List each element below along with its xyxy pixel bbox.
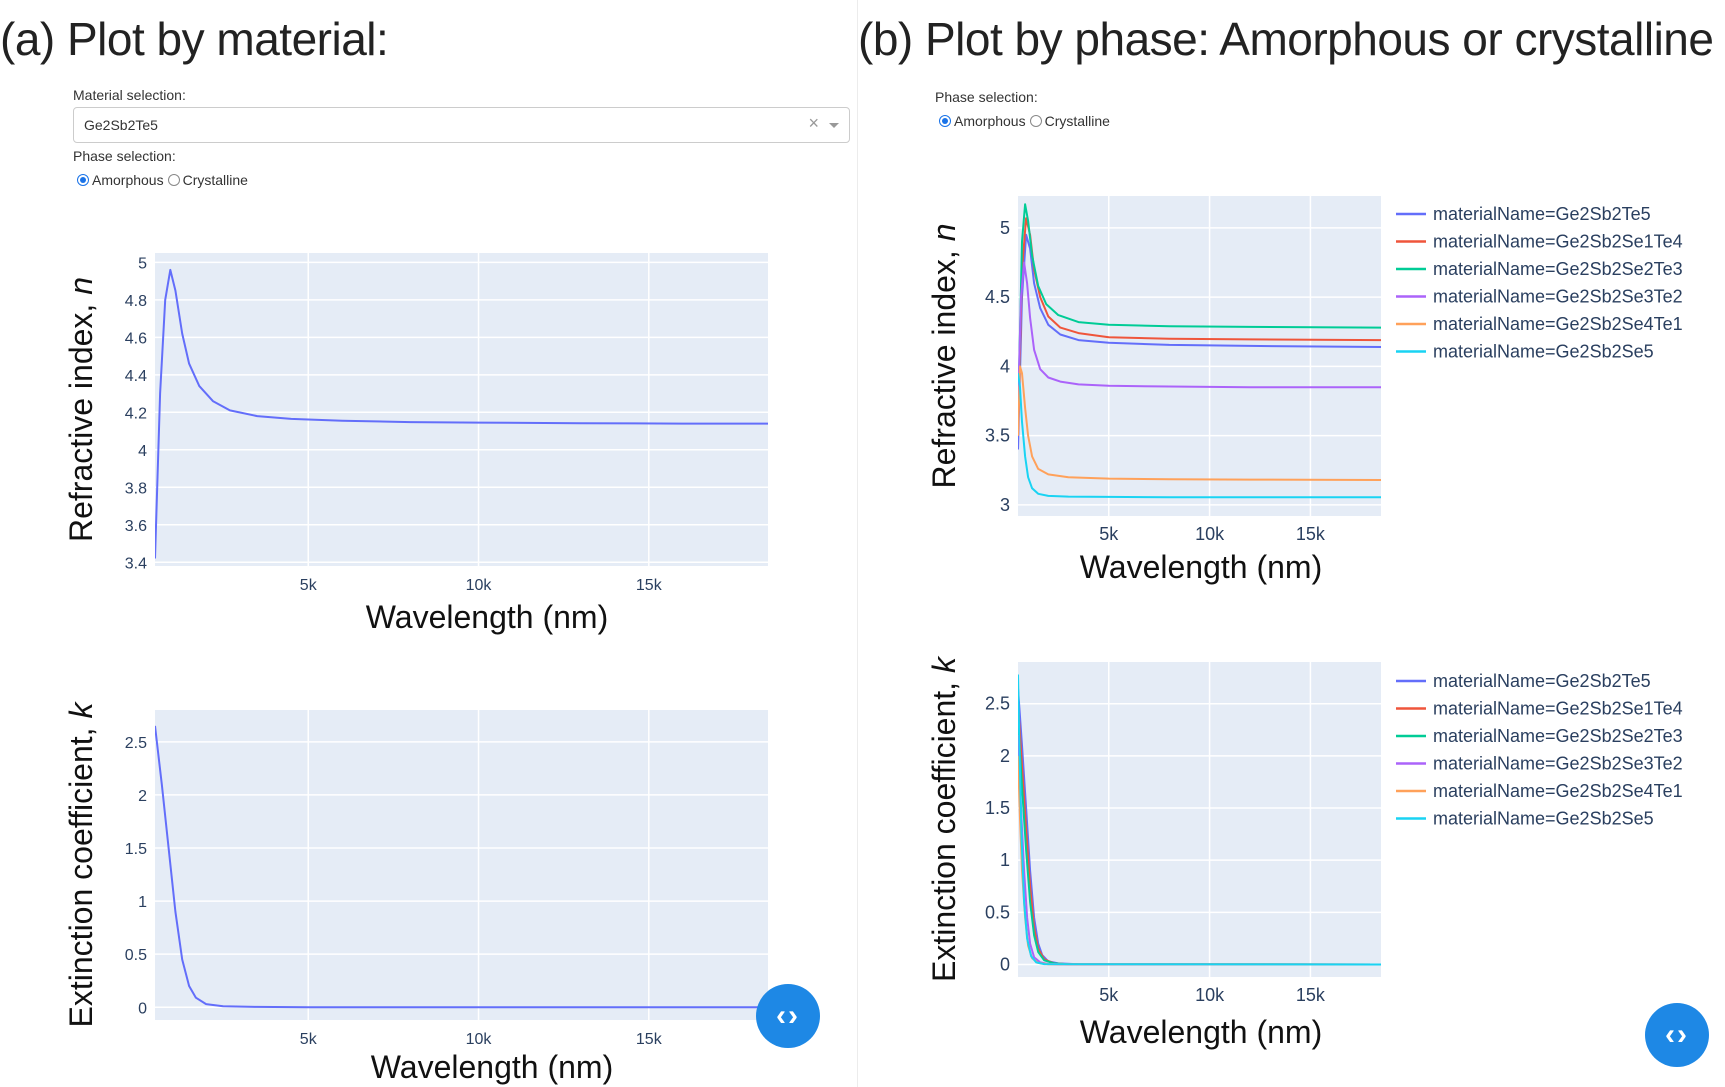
y-tick-label: 3.4 bbox=[125, 555, 147, 572]
y-tick-label: 3.8 bbox=[125, 480, 147, 497]
plot-background bbox=[155, 253, 768, 566]
material-dropdown[interactable]: Ge2Sb2Te5 × bbox=[73, 107, 850, 143]
radio-checked-icon[interactable] bbox=[939, 115, 951, 127]
clear-icon[interactable]: × bbox=[808, 113, 819, 133]
y-tick-label: 5 bbox=[138, 255, 147, 272]
phase-selection-label-b: Phase selection: bbox=[935, 89, 1038, 105]
radio-unchecked-icon[interactable] bbox=[1029, 115, 1042, 127]
series-line-6 bbox=[1018, 373, 1381, 499]
chart-refractive-index-a: 3.4 3.6 3.8 4 4.2 4.4 4.6 4.8 5 5k 10k 15k Wavelengt… bbox=[63, 253, 768, 635]
series-line-1 bbox=[1018, 233, 1381, 450]
phase-radio-group-a: Amorphous Crystalline bbox=[77, 172, 252, 188]
panel-divider bbox=[857, 0, 858, 1087]
radio-checked-icon[interactable] bbox=[77, 174, 89, 186]
panel-a: (a) Plot by material: Material selection… bbox=[0, 0, 858, 1087]
legend-entry[interactable]: materialName=Ge2Sb2Se3Te2 bbox=[1433, 287, 1683, 307]
legend-entry[interactable]: materialName=Ge2Sb2Se1Te4 bbox=[1433, 232, 1683, 252]
x-tick-label: 10k bbox=[1195, 524, 1225, 544]
y-axis-label: Refractive index, n bbox=[63, 277, 99, 542]
legend-entry[interactable]: materialName=Ge2Sb2Te5 bbox=[1433, 204, 1651, 224]
series-line-2 bbox=[1018, 217, 1381, 436]
y-axis-label: Refractive index, n bbox=[926, 223, 962, 488]
phase-option-amorphous-a[interactable]: Amorphous bbox=[77, 172, 164, 188]
plot-a-n: 3.4 3.6 3.8 4 4.2 4.4 4.6 4.8 5 5k 10k 15k Wavelengt… bbox=[63, 253, 768, 635]
radio-unchecked-icon[interactable] bbox=[167, 174, 180, 186]
phase-selection-label-a: Phase selection: bbox=[73, 148, 176, 164]
x-tick-label: 5k bbox=[300, 577, 318, 594]
phase-option-label: Amorphous bbox=[954, 113, 1026, 129]
legend: materialName=Ge2Sb2Te5 materialName=Ge2Sb… bbox=[1396, 204, 1683, 362]
series-line-3 bbox=[1018, 203, 1381, 422]
plot-background bbox=[1018, 196, 1381, 516]
x-tick-label: 5k bbox=[1099, 524, 1119, 544]
y-tick-label: 4.5 bbox=[985, 287, 1010, 307]
x-tick-label: 15k bbox=[636, 577, 663, 594]
x-tick-label: 10k bbox=[466, 577, 493, 594]
material-dropdown-value: Ge2Sb2Te5 bbox=[84, 117, 158, 133]
y-tick-label: 3 bbox=[1000, 495, 1010, 515]
legend-entry[interactable]: materialName=Ge2Sb2Se5 bbox=[1433, 342, 1654, 362]
phase-option-amorphous-b[interactable]: Amorphous bbox=[939, 113, 1026, 129]
series-line-1 bbox=[155, 268, 768, 559]
panel-b: (b) Plot by phase: Amorphous or crystall… bbox=[858, 0, 1725, 1087]
y-tick-label: 3.5 bbox=[985, 426, 1010, 446]
material-selection-label: Material selection: bbox=[73, 87, 186, 103]
code-nav-button-a[interactable]: ‹› bbox=[756, 984, 820, 1048]
x-tick-label: 15k bbox=[1296, 524, 1326, 544]
plot-b-n: 3 3.5 4 4.5 5 5k 10k 15k Wavelength (nm) Refracti… bbox=[926, 196, 1683, 585]
chevron-down-icon[interactable] bbox=[829, 123, 839, 128]
series-line-4 bbox=[1018, 261, 1381, 408]
panel-a-title: (a) Plot by material: bbox=[0, 13, 389, 65]
y-tick-label: 4.6 bbox=[125, 330, 147, 347]
phase-option-label: Crystalline bbox=[182, 172, 248, 188]
y-tick-label: 3.6 bbox=[125, 518, 147, 535]
y-tick-label: 4.8 bbox=[125, 293, 147, 310]
phase-option-label: Amorphous bbox=[92, 172, 164, 188]
legend-entry[interactable]: materialName=Ge2Sb2Se2Te3 bbox=[1433, 259, 1683, 279]
phase-option-label: Crystalline bbox=[1044, 113, 1110, 129]
y-tick-label: 4 bbox=[1000, 356, 1010, 376]
y-tick-label: 5 bbox=[1000, 218, 1010, 238]
series-line-5 bbox=[1018, 365, 1381, 481]
y-tick-label: 4.4 bbox=[125, 368, 147, 385]
phase-option-crystalline-b[interactable]: Crystalline bbox=[1029, 113, 1110, 129]
y-tick-label: 4 bbox=[138, 443, 147, 460]
phase-option-crystalline-a[interactable]: Crystalline bbox=[167, 172, 248, 188]
legend-entry[interactable]: materialName=Ge2Sb2Se4Te1 bbox=[1433, 314, 1683, 334]
panel-b-title: (b) Plot by phase: Amorphous or crystall… bbox=[858, 13, 1714, 65]
code-nav-button-b[interactable]: ‹› bbox=[1645, 1003, 1709, 1067]
chart-refractive-index-b: 3 3.5 4 4.5 5 5k 10k 15k Wavelength (nm) Refracti… bbox=[926, 196, 1683, 585]
x-axis-label: Wavelength (nm) bbox=[366, 599, 608, 635]
phase-radio-group-b: Amorphous Crystalline bbox=[939, 113, 1114, 129]
x-axis-label: Wavelength (nm) bbox=[1080, 549, 1322, 585]
y-tick-label: 4.2 bbox=[125, 405, 147, 422]
